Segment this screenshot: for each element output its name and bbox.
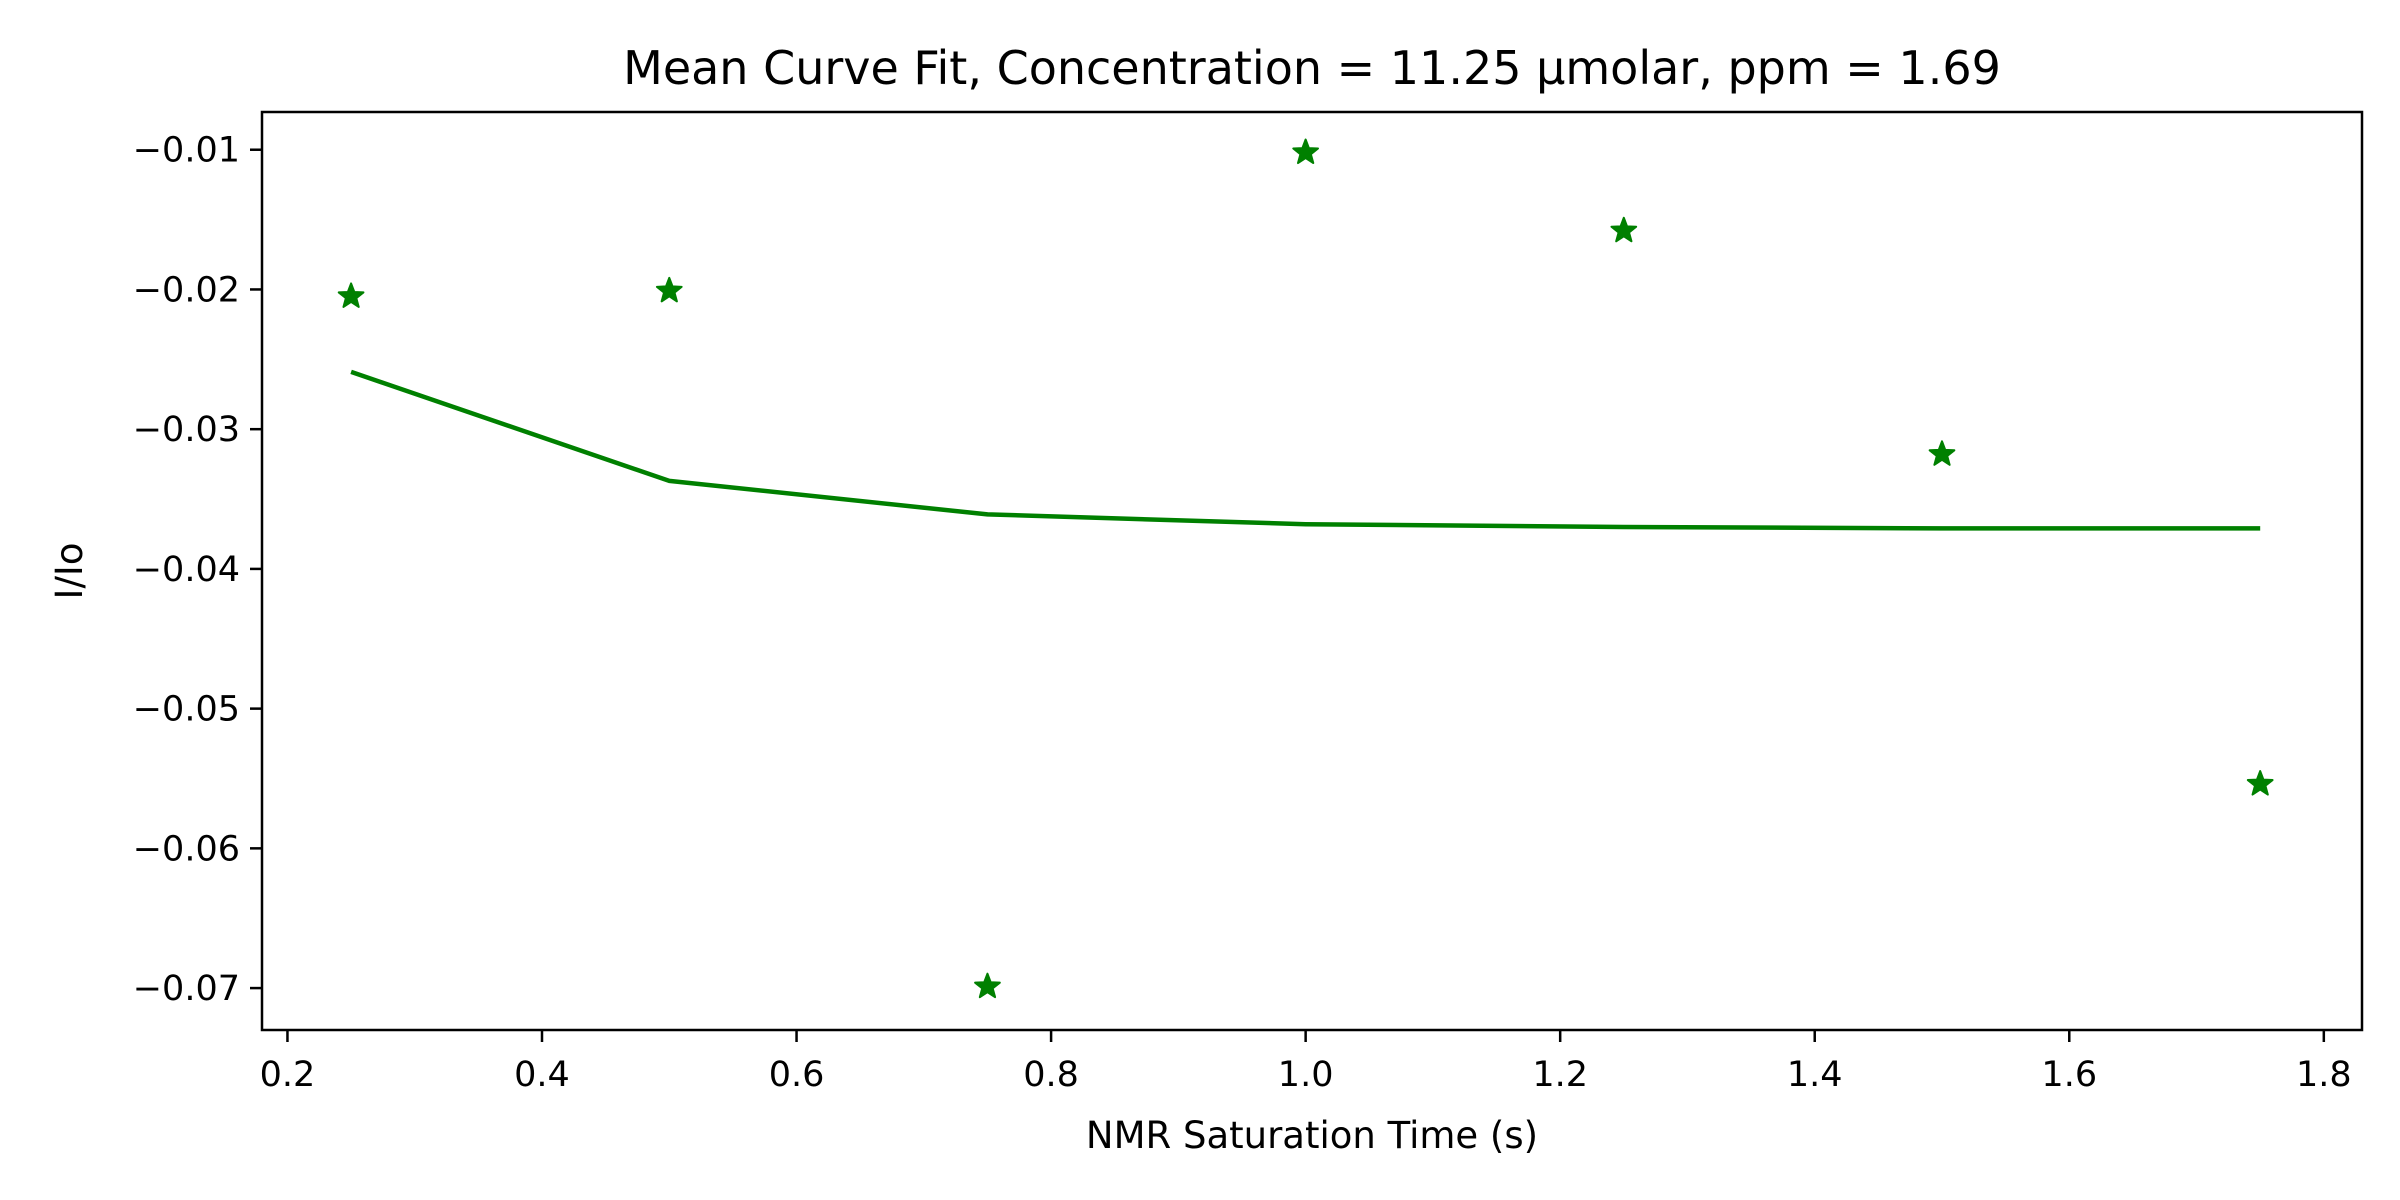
chart-title: Mean Curve Fit, Concentration = 11.25 µm…: [623, 41, 2001, 95]
plot-frame: [260, 110, 2364, 1032]
data-point: [1928, 440, 1956, 466]
data-point: [337, 282, 365, 308]
data-point: [655, 276, 683, 303]
y-tick-label: −0.06: [133, 829, 240, 869]
y-tick-label: −0.03: [133, 410, 240, 450]
y-tick-label: −0.02: [133, 270, 240, 310]
fit-line: [350, 369, 2261, 531]
data-point: [974, 972, 1001, 999]
y-tick-label: −0.05: [133, 690, 240, 730]
x-tick-label: 1.0: [1278, 1055, 1334, 1095]
x-axis-label: NMR Saturation Time (s): [1086, 1114, 1538, 1157]
y-axis-label: I/Io: [48, 543, 91, 600]
data-point: [2246, 770, 2274, 796]
data-point: [1610, 216, 1638, 243]
data-point: [1292, 138, 1319, 165]
plot-area: [337, 138, 2274, 999]
x-tick-label: 1.2: [1532, 1055, 1588, 1095]
x-tick-label: 0.2: [260, 1055, 316, 1095]
y-tick-label: −0.07: [133, 969, 240, 1009]
y-tick-label: −0.04: [133, 550, 240, 590]
y-axis: −0.01 −0.02 −0.03 −0.04 −0.05 −0.06 −0.07: [133, 131, 262, 1009]
x-tick-label: 1.6: [2041, 1055, 2097, 1095]
x-tick-label: 1.4: [1787, 1055, 1843, 1095]
x-tick-label: 0.8: [1023, 1055, 1079, 1095]
x-tick-label: 0.6: [769, 1055, 825, 1095]
y-tick-label: −0.01: [133, 131, 240, 171]
x-axis: 0.2 0.4 0.6 0.8 1.0 1.2 1.4 1.6 1.8: [260, 1030, 2352, 1095]
x-tick-label: 1.8: [2296, 1055, 2352, 1095]
x-tick-label: 0.4: [514, 1055, 570, 1095]
